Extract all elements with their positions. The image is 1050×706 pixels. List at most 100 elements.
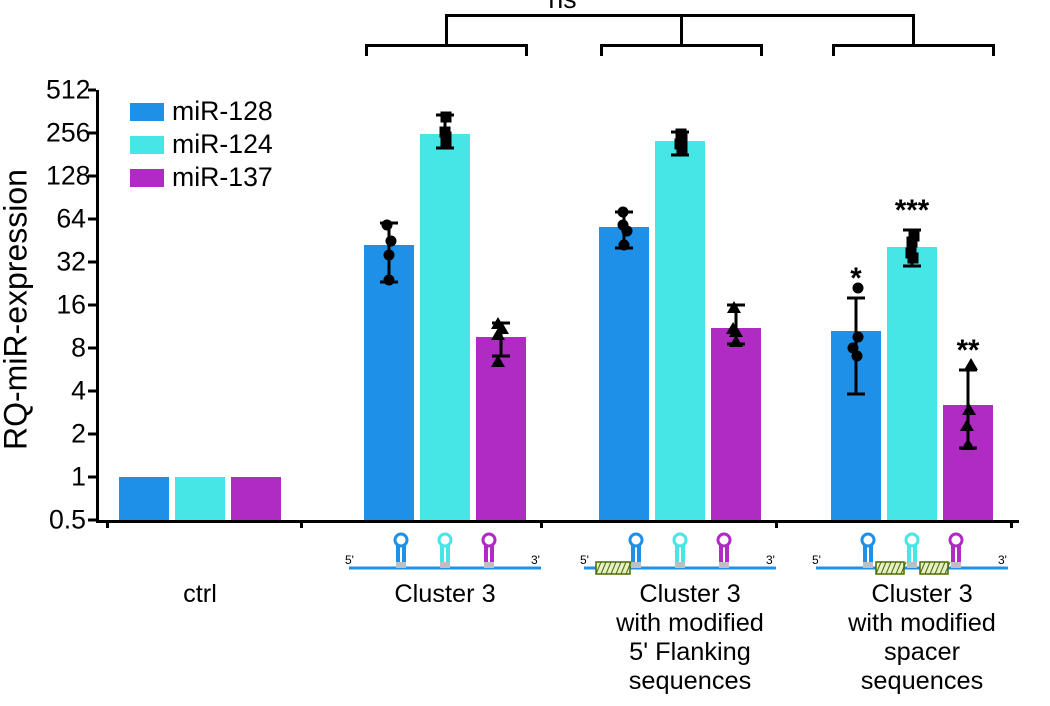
data-point xyxy=(491,355,505,367)
bar-miR-124 xyxy=(175,477,225,520)
bar-miR-137 xyxy=(231,477,281,520)
ytick-mark xyxy=(88,433,96,436)
sig-sub-drop xyxy=(832,44,835,56)
legend-swatch xyxy=(130,136,164,154)
data-point xyxy=(386,235,397,246)
bar-miR-124 xyxy=(420,134,470,520)
bar-miR-124 xyxy=(887,247,937,520)
data-point xyxy=(440,112,451,123)
data-point xyxy=(906,237,917,248)
svg-text:5': 5' xyxy=(345,553,354,567)
ytick-mark xyxy=(88,519,96,522)
data-point xyxy=(381,220,392,231)
legend-item: miR-137 xyxy=(130,162,273,193)
bar-miR-137 xyxy=(711,328,761,520)
legend-label: miR-128 xyxy=(172,96,273,127)
sig-drop xyxy=(680,14,683,44)
sig-sub-drop xyxy=(525,44,528,56)
data-point xyxy=(677,143,688,154)
ytick-mark xyxy=(88,261,96,264)
ytick-mark xyxy=(88,218,96,221)
svg-text:5': 5' xyxy=(812,553,821,567)
transcript-cartoon: 5' 3' xyxy=(812,532,1012,576)
significance-stars: * xyxy=(850,262,861,296)
xtick-mark xyxy=(775,520,778,528)
ytick-label: 64 xyxy=(46,204,86,235)
sig-sub-bracket xyxy=(832,44,992,47)
data-point xyxy=(727,301,741,313)
svg-text:5': 5' xyxy=(580,553,589,567)
ytick-label: 2 xyxy=(46,419,86,450)
error-cap xyxy=(436,147,454,150)
transcript-cartoon: 5' 3' xyxy=(345,532,545,576)
sig-sub-drop xyxy=(992,44,995,56)
data-point xyxy=(384,249,395,260)
sig-sub-drop xyxy=(600,44,603,56)
data-point xyxy=(441,136,452,147)
data-point xyxy=(853,332,864,343)
legend-swatch xyxy=(130,103,164,121)
data-point xyxy=(491,328,505,340)
bar-miR-128 xyxy=(364,245,414,520)
data-point xyxy=(908,253,919,264)
error-cap xyxy=(847,393,865,396)
x-group-label: Cluster 3with modified5' Flankingsequenc… xyxy=(600,580,780,697)
xtick-mark xyxy=(300,520,303,528)
ytick-mark xyxy=(88,476,96,479)
x-group-label: Cluster 3 xyxy=(355,580,535,609)
bar-chart-figure: RQ-miR-expression 0.5 1 2 4 8 16 32 64 128 256 512… xyxy=(0,0,1050,706)
sig-drop xyxy=(445,14,448,44)
significance-stars: ** xyxy=(957,334,980,368)
ytick-mark xyxy=(88,390,96,393)
svg-text:3': 3' xyxy=(998,553,1007,567)
ytick-label: 16 xyxy=(46,290,86,321)
data-point xyxy=(962,403,976,415)
bar-miR-128 xyxy=(599,227,649,520)
legend-item: miR-124 xyxy=(130,129,273,160)
xtick-mark xyxy=(540,520,543,528)
ytick-label: 4 xyxy=(46,376,86,407)
legend-label: miR-124 xyxy=(172,129,273,160)
data-point xyxy=(961,438,975,450)
ytick-label: 0.5 xyxy=(46,505,86,536)
ytick-label: 8 xyxy=(46,333,86,364)
legend-label: miR-137 xyxy=(172,162,273,193)
bar-miR-124 xyxy=(655,141,705,520)
ytick-label: 128 xyxy=(46,161,86,192)
y-axis-label: RQ-miR-expression xyxy=(0,160,35,460)
data-point xyxy=(384,274,395,285)
data-point xyxy=(618,206,629,217)
sig-ns-label: ns xyxy=(548,0,576,15)
legend-swatch xyxy=(130,169,164,187)
svg-text:3': 3' xyxy=(766,553,775,567)
sig-sub-bracket xyxy=(600,44,760,47)
ytick-label: 32 xyxy=(46,247,86,278)
sig-drop xyxy=(912,14,915,44)
sig-sub-bracket xyxy=(365,44,525,47)
svg-text:3': 3' xyxy=(531,553,540,567)
ytick-label: 512 xyxy=(46,75,86,106)
bar-miR-128 xyxy=(119,477,169,520)
ytick-mark xyxy=(88,304,96,307)
ytick-mark xyxy=(88,347,96,350)
sig-sub-drop xyxy=(365,44,368,56)
sig-sub-drop xyxy=(760,44,763,56)
x-group-label: Cluster 3with modifiedspacersequences xyxy=(832,580,1012,697)
xtick-mark xyxy=(106,520,109,528)
transcript-cartoon: 5' 3' xyxy=(580,532,780,576)
x-group-label: ctrl xyxy=(110,580,290,609)
ytick-label: 256 xyxy=(46,118,86,149)
data-point xyxy=(852,351,863,362)
data-point xyxy=(960,419,974,431)
ytick-label: 1 xyxy=(46,462,86,493)
xtick-mark xyxy=(1010,520,1013,528)
data-point xyxy=(621,225,632,236)
data-point xyxy=(729,335,743,347)
sig-bracket-top xyxy=(445,14,912,17)
significance-stars: *** xyxy=(895,194,929,228)
error-cap xyxy=(903,265,921,268)
legend-item: miR-128 xyxy=(130,96,273,127)
data-point xyxy=(619,240,630,251)
legend: miR-128miR-124miR-137 xyxy=(130,96,273,195)
error-cap xyxy=(847,296,865,299)
